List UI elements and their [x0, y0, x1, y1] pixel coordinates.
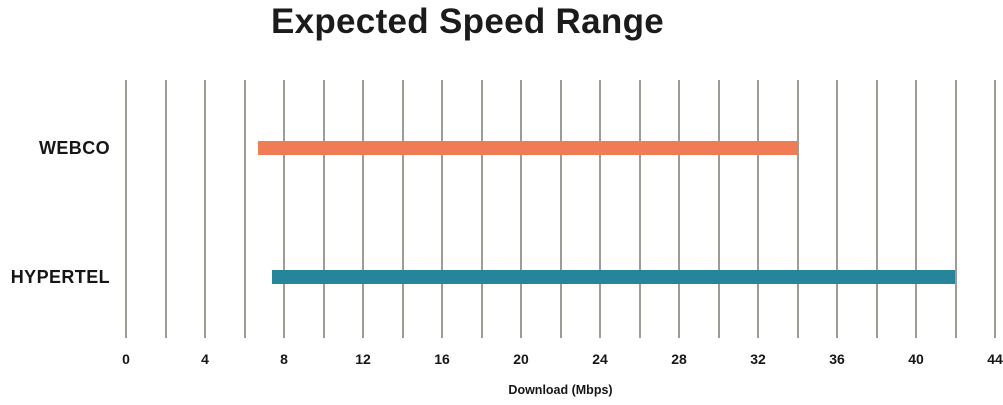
- x-axis: 0 4 8 12 16 20 24 28 32 36 40 44: [122, 351, 1003, 371]
- x-tick-label-28: 28: [671, 351, 687, 367]
- gridline-30: [717, 80, 720, 338]
- gridline-34: [796, 80, 799, 338]
- plot-area: [125, 80, 996, 338]
- x-tick-label-44: 44: [987, 351, 1003, 367]
- x-tick-label-0: 0: [122, 351, 130, 367]
- x-tick-label-24: 24: [592, 351, 608, 367]
- gridline-24: [599, 80, 601, 338]
- gridline-28: [678, 80, 680, 338]
- x-tick-label-40: 40: [908, 351, 924, 367]
- gridline-14: [401, 80, 404, 338]
- x-axis-label: Download (Mbps): [508, 383, 613, 397]
- x-tick-label-20: 20: [513, 351, 529, 367]
- gridline-6: [243, 80, 246, 338]
- category-label-webco: WEBCO: [39, 137, 110, 158]
- gridline-38: [875, 80, 878, 338]
- gridline-4: [204, 80, 206, 338]
- gridline-18: [480, 80, 483, 338]
- x-tick-label-16: 16: [434, 351, 450, 367]
- gridline-0: [125, 80, 127, 338]
- gridline-32: [757, 80, 759, 338]
- x-tick-label-32: 32: [750, 351, 766, 367]
- gridline-12: [362, 80, 364, 338]
- range-bar-webco: [258, 140, 798, 155]
- gridline-42: [954, 80, 957, 338]
- x-tick-label-8: 8: [280, 351, 288, 367]
- x-tick-label-12: 12: [355, 351, 371, 367]
- gridline-26: [638, 80, 641, 338]
- gridline-44: [994, 80, 996, 338]
- x-tick-label-36: 36: [829, 351, 845, 367]
- gridline-22: [559, 80, 562, 338]
- gridline-8: [283, 80, 285, 338]
- gridline-10: [322, 80, 325, 338]
- category-label-hypertel: HYPERTEL: [10, 266, 110, 287]
- gridline-40: [915, 80, 917, 338]
- chart-title: Expected Speed Range: [270, 2, 665, 41]
- gridline-2: [164, 80, 167, 338]
- gridline-36: [836, 80, 838, 338]
- range-bar-hypertel: [272, 269, 956, 284]
- x-tick-label-4: 4: [201, 351, 209, 367]
- gridline-20: [520, 80, 522, 338]
- gridline-16: [441, 80, 443, 338]
